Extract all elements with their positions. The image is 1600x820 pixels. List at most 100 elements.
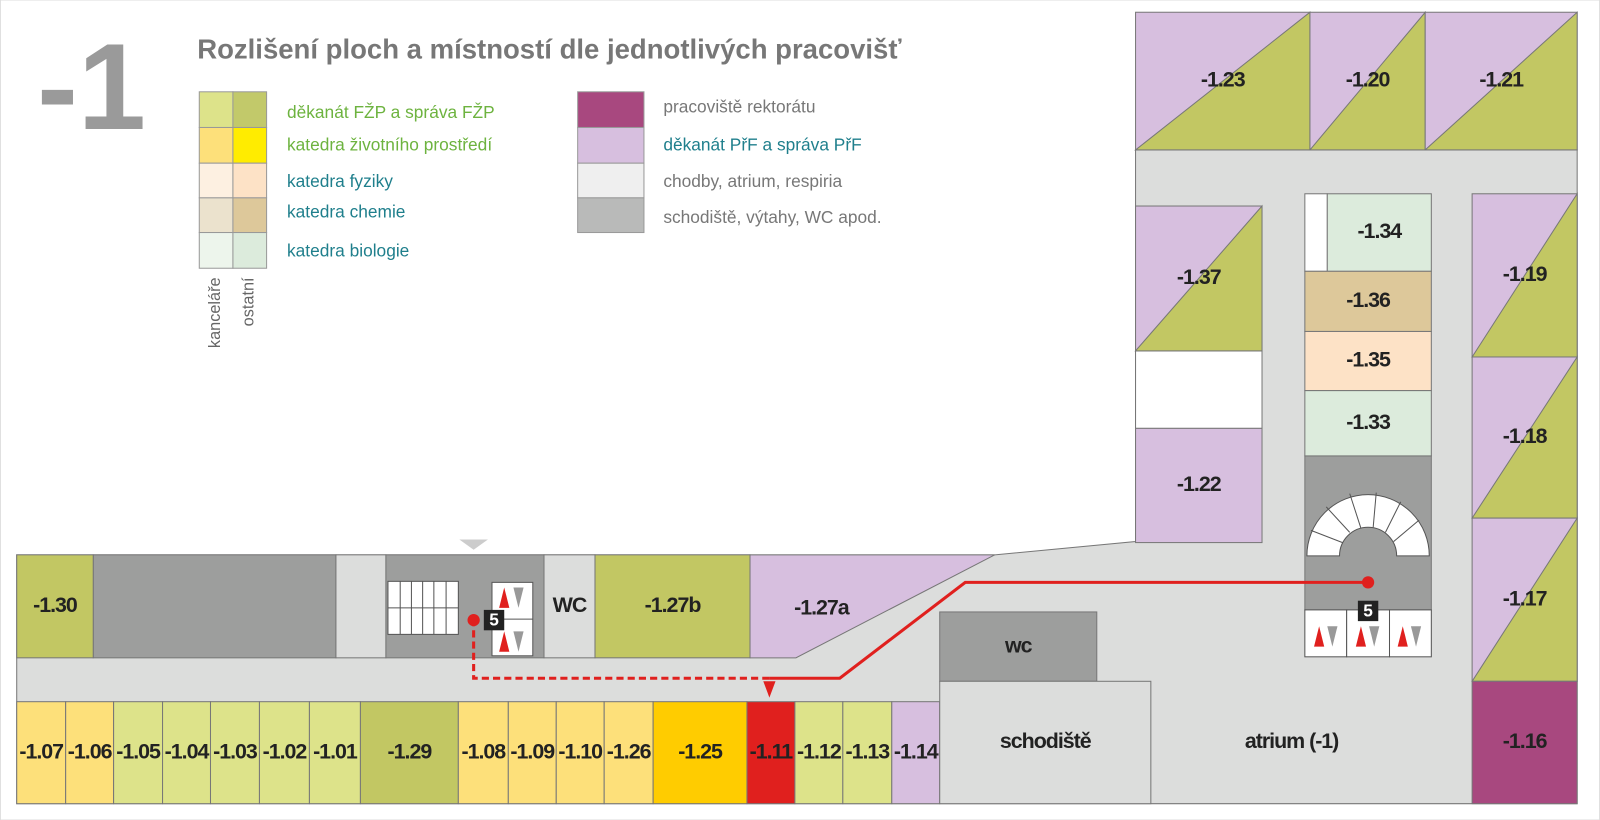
room-label: -1.21 xyxy=(1479,68,1524,92)
room-label: -1.07 xyxy=(19,739,63,763)
legend-label: katedra chemie xyxy=(287,202,405,222)
room-label: -1.08 xyxy=(461,739,506,763)
legend-swatch xyxy=(232,197,268,234)
room xyxy=(65,701,115,805)
route-end xyxy=(1361,576,1375,589)
room xyxy=(555,701,605,805)
stairs xyxy=(387,580,534,657)
room-label: schodiště xyxy=(1000,729,1092,753)
room-label: -1.10 xyxy=(558,739,603,763)
legend-swatch xyxy=(198,232,234,269)
legend: děkanát FŽP a správa FŽP katedra životníh… xyxy=(198,91,882,348)
legend-label: pracoviště rektorátu xyxy=(663,97,815,117)
empty-room xyxy=(1304,193,1328,272)
room-label: -1.11 xyxy=(750,739,794,763)
corridor-room xyxy=(335,554,387,659)
route-start xyxy=(467,613,480,627)
legend-swatch xyxy=(577,197,645,234)
marker-box xyxy=(483,609,505,631)
room xyxy=(308,701,361,805)
marker-box xyxy=(1357,600,1379,622)
room-label: -1.06 xyxy=(68,739,113,763)
room xyxy=(1326,193,1432,272)
room-label: -1.16 xyxy=(1503,729,1548,753)
room xyxy=(457,701,509,805)
room-label: -1.05 xyxy=(116,739,161,763)
room-label: -1.26 xyxy=(607,739,652,763)
room xyxy=(594,554,751,659)
room xyxy=(652,701,748,805)
service-room xyxy=(92,554,337,659)
room xyxy=(1135,427,1263,544)
room-label: -1.36 xyxy=(1346,288,1391,312)
room xyxy=(113,701,164,805)
legend-swatch xyxy=(577,126,645,164)
room xyxy=(162,701,212,805)
room xyxy=(359,701,459,805)
room-label: -1.29 xyxy=(388,739,433,763)
room-label: -1.22 xyxy=(1177,472,1222,496)
elevator-arrows-down xyxy=(513,587,1422,652)
room-label: -1.34 xyxy=(1357,219,1402,243)
legend-label: chodby, atrium, respiria xyxy=(663,171,842,191)
room-label: -1.33 xyxy=(1346,410,1391,434)
spiral-stairs xyxy=(1304,492,1432,658)
legend-label: katedra fyziky xyxy=(287,171,393,191)
route-dashed xyxy=(472,620,770,680)
legend-swatch xyxy=(198,197,234,234)
legend-swatch xyxy=(198,91,234,128)
route-arrow xyxy=(763,681,776,698)
legend-swatch xyxy=(198,126,234,164)
legend-swatch xyxy=(232,91,268,128)
room xyxy=(891,701,941,805)
room-label: atrium (-1) xyxy=(1245,729,1339,753)
legend-label: děkanát PřF a správa PřF xyxy=(663,134,861,154)
room-label: -1.35 xyxy=(1346,348,1391,372)
room-label: -1.03 xyxy=(213,739,258,763)
room-label: -1.23 xyxy=(1201,68,1246,92)
room xyxy=(1304,270,1432,332)
room xyxy=(16,554,94,659)
room-label: -1.37 xyxy=(1177,265,1221,289)
room xyxy=(939,611,1098,682)
room-label: -1.12 xyxy=(797,739,842,763)
legend-swatch xyxy=(577,162,645,199)
room-label: -1.13 xyxy=(845,739,890,763)
legend-swatch xyxy=(577,91,645,128)
empty-room xyxy=(1135,350,1263,429)
legend-swatch xyxy=(232,232,268,269)
legend-swatch xyxy=(232,126,268,164)
room xyxy=(1304,390,1432,457)
room xyxy=(746,701,796,805)
room-label: -1.01 xyxy=(313,739,358,763)
legend-title: Rozlišení ploch a místností dle jednotli… xyxy=(197,33,902,64)
room-label: wc xyxy=(1004,633,1033,657)
room xyxy=(749,554,996,659)
room-label: -1.04 xyxy=(165,739,210,763)
room xyxy=(842,701,893,805)
elevator-arrows xyxy=(499,587,1408,652)
room-label: WC xyxy=(553,593,587,617)
room-label: -1.09 xyxy=(510,739,555,763)
legend-swatch xyxy=(198,162,234,199)
rooms: -1.07 -1.06 -1.05 -1.04 -1.03 -1.02 -1.01 -1.29… xyxy=(16,10,1578,805)
legend-swatch xyxy=(232,162,268,199)
room xyxy=(1471,680,1578,805)
floor-number: -1 xyxy=(37,18,146,155)
legend-label: schodiště, výtahy, WC apod. xyxy=(663,207,881,227)
legend-label: děkanát FŽP a správa FŽP xyxy=(287,102,495,122)
room xyxy=(543,554,596,659)
legend-label: katedra životního prostředí xyxy=(287,134,492,154)
legend-label: katedra biologie xyxy=(287,240,409,260)
route xyxy=(769,580,1369,680)
room xyxy=(16,701,67,805)
marker-label: 5 xyxy=(489,610,499,630)
room-label: -1.20 xyxy=(1346,68,1391,92)
room xyxy=(1304,330,1432,392)
entrance-marker xyxy=(459,539,488,550)
room-share xyxy=(1423,11,1578,151)
legend-column-label: ostatní xyxy=(240,277,258,326)
room-label: -1.19 xyxy=(1503,262,1548,286)
room-label: -1.18 xyxy=(1503,424,1548,448)
